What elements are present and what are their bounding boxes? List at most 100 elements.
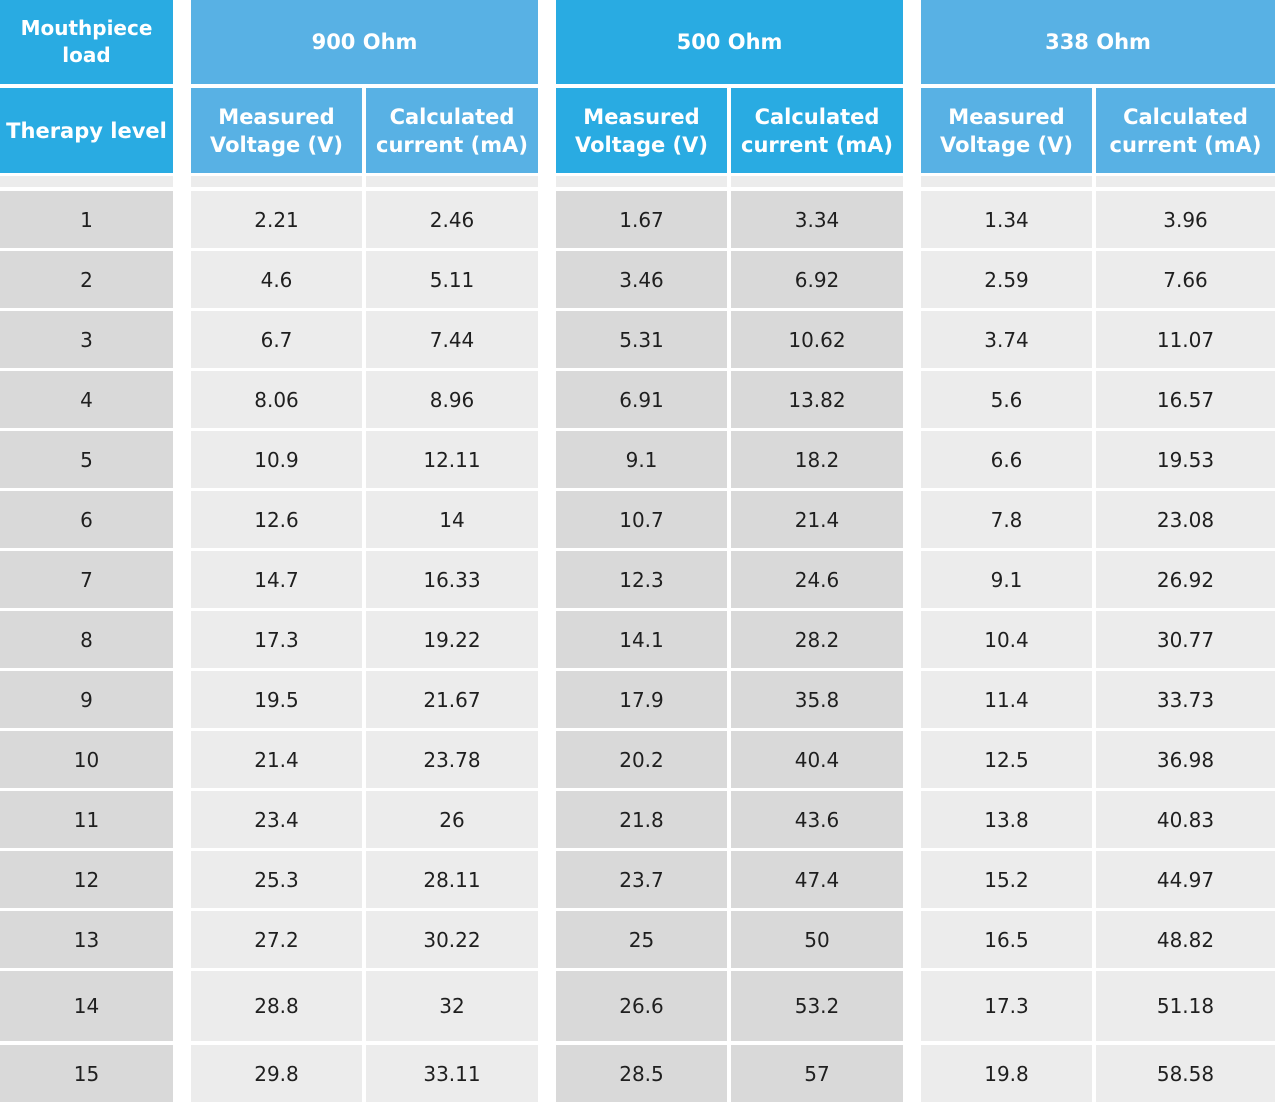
calculated-current-900-cell: 7.44 [366, 311, 538, 368]
measured-voltage-338-cell: 17.3 [921, 971, 1092, 1041]
header-spacer-strip [1096, 176, 1275, 187]
calculated-current-500-cell: 21.4 [731, 491, 903, 548]
calculated-current-900-cell: 30.22 [366, 911, 538, 968]
measured-voltage-500-cell: 21.8 [556, 791, 727, 848]
header-spacer-strip [731, 176, 903, 187]
therapy-level-cell: 7 [0, 551, 173, 608]
measured-voltage-500-cell: 14.1 [556, 611, 727, 668]
calculated-current-500-cell: 43.6 [731, 791, 903, 848]
calculated-current-500-cell: 40.4 [731, 731, 903, 788]
therapy-level-cell: 2 [0, 251, 173, 308]
calculated-current-338-cell: 23.08 [1096, 491, 1275, 548]
measured-voltage-900-cell: 27.2 [191, 911, 362, 968]
load-500-ohm-header: 500 Ohm [556, 0, 903, 84]
calculated-current-500-cell: 18.2 [731, 431, 903, 488]
measured-voltage-500-cell: 9.1 [556, 431, 727, 488]
measured-voltage-900-cell: 23.4 [191, 791, 362, 848]
measured-voltage-500-cell: 28.5 [556, 1045, 727, 1102]
calculated-current-900-cell: 28.11 [366, 851, 538, 908]
calculated-current-338-cell: 58.58 [1096, 1045, 1275, 1102]
therapy-level-cell: 8 [0, 611, 173, 668]
therapy-level-header: Therapy level [0, 88, 173, 173]
measured-voltage-500-cell: 25 [556, 911, 727, 968]
measured-voltage-900-cell: 12.6 [191, 491, 362, 548]
measured-voltage-338-cell: 13.8 [921, 791, 1092, 848]
measured-voltage-338-cell: 10.4 [921, 611, 1092, 668]
calculated-current-338-cell: 36.98 [1096, 731, 1275, 788]
calculated-current-500-cell: 6.92 [731, 251, 903, 308]
measured-voltage-900-cell: 29.8 [191, 1045, 362, 1102]
calculated-current-500-cell: 13.82 [731, 371, 903, 428]
measured-voltage-500-cell: 1.67 [556, 191, 727, 248]
header-spacer-strip [191, 176, 362, 187]
measured-voltage-338-header: Measured Voltage (V) [921, 88, 1092, 173]
calculated-current-500-cell: 35.8 [731, 671, 903, 728]
measured-voltage-500-cell: 6.91 [556, 371, 727, 428]
measured-voltage-500-cell: 12.3 [556, 551, 727, 608]
calculated-current-338-cell: 51.18 [1096, 971, 1275, 1041]
therapy-level-cell: 10 [0, 731, 173, 788]
measured-voltage-338-cell: 7.8 [921, 491, 1092, 548]
measured-voltage-500-cell: 23.7 [556, 851, 727, 908]
calculated-current-500-cell: 57 [731, 1045, 903, 1102]
calculated-current-900-cell: 2.46 [366, 191, 538, 248]
measured-voltage-900-header: Measured Voltage (V) [191, 88, 362, 173]
header-spacer-strip [0, 176, 173, 187]
therapy-level-cell: 15 [0, 1045, 173, 1102]
calculated-current-900-cell: 21.67 [366, 671, 538, 728]
calculated-current-500-header: Calculated current (mA) [731, 88, 903, 173]
header-spacer-strip [921, 176, 1092, 187]
load-900-ohm-header: 900 Ohm [191, 0, 538, 84]
calculated-current-900-cell: 26 [366, 791, 538, 848]
calculated-current-500-cell: 24.6 [731, 551, 903, 608]
therapy-level-cell: 13 [0, 911, 173, 968]
measured-voltage-900-cell: 25.3 [191, 851, 362, 908]
header-spacer-strip [366, 176, 538, 187]
measured-voltage-900-cell: 10.9 [191, 431, 362, 488]
calculated-current-500-cell: 3.34 [731, 191, 903, 248]
therapy-level-cell: 3 [0, 311, 173, 368]
calculated-current-338-cell: 33.73 [1096, 671, 1275, 728]
therapy-level-cell: 14 [0, 971, 173, 1041]
measured-voltage-338-cell: 6.6 [921, 431, 1092, 488]
calculated-current-900-cell: 23.78 [366, 731, 538, 788]
measured-voltage-338-cell: 19.8 [921, 1045, 1092, 1102]
measured-voltage-900-cell: 6.7 [191, 311, 362, 368]
measured-voltage-338-cell: 2.59 [921, 251, 1092, 308]
calculated-current-900-cell: 5.11 [366, 251, 538, 308]
calculated-current-500-cell: 50 [731, 911, 903, 968]
calculated-current-900-cell: 16.33 [366, 551, 538, 608]
measured-voltage-338-cell: 11.4 [921, 671, 1092, 728]
therapy-level-cell: 5 [0, 431, 173, 488]
measured-voltage-900-cell: 2.21 [191, 191, 362, 248]
measured-voltage-500-cell: 5.31 [556, 311, 727, 368]
measured-voltage-500-cell: 17.9 [556, 671, 727, 728]
calculated-current-338-cell: 7.66 [1096, 251, 1275, 308]
calculated-current-900-cell: 33.11 [366, 1045, 538, 1102]
calculated-current-338-cell: 26.92 [1096, 551, 1275, 608]
measured-voltage-500-cell: 3.46 [556, 251, 727, 308]
therapy-level-cell: 9 [0, 671, 173, 728]
measured-voltage-338-cell: 3.74 [921, 311, 1092, 368]
calculated-current-338-cell: 44.97 [1096, 851, 1275, 908]
measured-voltage-338-cell: 5.6 [921, 371, 1092, 428]
measured-voltage-338-cell: 1.34 [921, 191, 1092, 248]
mouthpiece-load-header: Mouthpiece load [0, 0, 173, 84]
therapy-level-cell: 12 [0, 851, 173, 908]
calculated-current-500-cell: 10.62 [731, 311, 903, 368]
measured-voltage-338-cell: 15.2 [921, 851, 1092, 908]
measured-voltage-500-cell: 26.6 [556, 971, 727, 1041]
therapy-level-cell: 4 [0, 371, 173, 428]
measured-voltage-900-cell: 4.6 [191, 251, 362, 308]
measured-voltage-900-cell: 28.8 [191, 971, 362, 1041]
measured-voltage-338-cell: 16.5 [921, 911, 1092, 968]
calculated-current-900-cell: 12.11 [366, 431, 538, 488]
measured-voltage-900-cell: 17.3 [191, 611, 362, 668]
calculated-current-900-header: Calculated current (mA) [366, 88, 538, 173]
load-338-ohm-header: 338 Ohm [921, 0, 1275, 84]
calculated-current-900-cell: 14 [366, 491, 538, 548]
calculated-current-338-cell: 48.82 [1096, 911, 1275, 968]
therapy-level-cell: 11 [0, 791, 173, 848]
calculated-current-500-cell: 47.4 [731, 851, 903, 908]
calculated-current-338-header: Calculated current (mA) [1096, 88, 1275, 173]
